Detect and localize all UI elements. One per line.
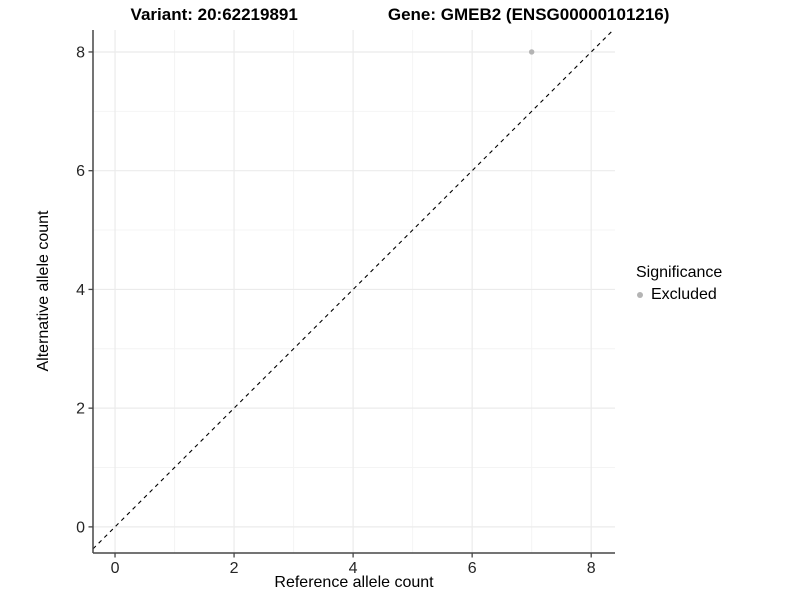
- x-tick-label: 6: [468, 560, 477, 577]
- x-axis-title: Reference allele count: [274, 574, 434, 591]
- data-point: [528, 49, 535, 55]
- plot-title-variant: Variant: 20:62219891: [130, 5, 298, 24]
- plot-title-gene: Gene: GMEB2 (ENSG00000101216): [387, 5, 670, 24]
- legend-entry-excluded: Excluded: [636, 286, 722, 304]
- legend-entry-label: Excluded: [651, 286, 717, 303]
- legend-point-icon: [637, 292, 643, 298]
- y-tick-label: 4: [76, 282, 85, 299]
- y-axis-title: Alternative allele count: [35, 210, 52, 372]
- plot-title: Variant: 20:62219891 Gene: GMEB2 (ENSG00…: [0, 5, 800, 25]
- x-tick-label: 0: [111, 560, 120, 577]
- y-tick-label: 2: [76, 401, 85, 418]
- y-tick-label: 0: [76, 519, 85, 536]
- legend-title: Significance: [636, 264, 723, 281]
- identity-reference-line: [92, 29, 614, 550]
- y-tick-label: 6: [76, 163, 85, 180]
- y-tick-label: 8: [76, 44, 85, 61]
- x-tick-label: 2: [230, 560, 239, 577]
- x-tick-label: 8: [587, 560, 596, 577]
- legend: Significance Excluded: [636, 264, 722, 304]
- x-tick-label: 4: [349, 560, 358, 577]
